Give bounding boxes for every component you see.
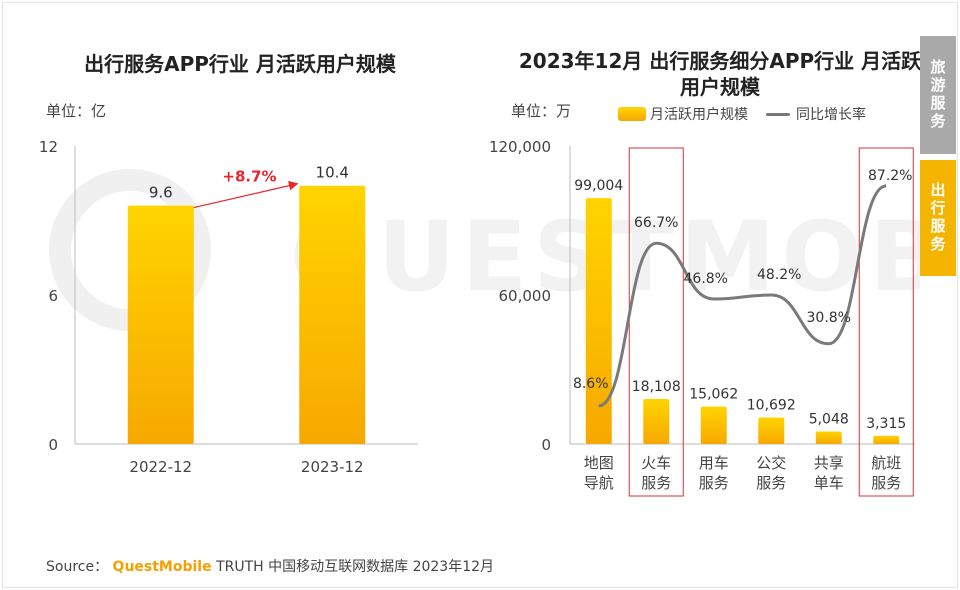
- bar-left: [127, 205, 194, 444]
- tab-transport-service[interactable]: 出行服务: [920, 160, 956, 276]
- chart-title-right: 2023年12月 出行服务细分APP行业 月活跃用户规模: [510, 48, 930, 100]
- x-tick-label-left: 2023-12: [301, 458, 364, 476]
- x-tick-label-right: 服务: [756, 474, 786, 492]
- y-tick-label-left: 6: [48, 287, 58, 305]
- x-tick-label-right: 地图: [584, 454, 614, 472]
- bar-right: [815, 431, 842, 444]
- y-tick-label-left: 0: [48, 436, 58, 454]
- growth-rate-label: 87.2%: [868, 168, 912, 184]
- x-tick-label-right: 用车: [699, 454, 729, 472]
- bar-right: [700, 406, 727, 444]
- growth-rate-label: 8.6%: [573, 376, 609, 392]
- x-tick-label-right: 服务: [699, 474, 729, 492]
- x-tick-label-right: 公交: [756, 454, 786, 472]
- bar-left: [299, 185, 366, 444]
- bar-right: [585, 198, 612, 444]
- source-brand: QuestMobile: [112, 559, 212, 575]
- bar-right: [873, 435, 900, 444]
- bar-value-label-right: 10,692: [747, 397, 796, 413]
- legend-bar-label: 月活跃用户规模: [650, 107, 748, 123]
- source-prefix: Source：: [46, 559, 109, 575]
- bar-value-label-right: 3,315: [866, 416, 906, 432]
- bar-value-label-right: 99,004: [574, 178, 623, 194]
- growth-rate-label: 48.2%: [757, 267, 801, 283]
- x-tick-label-right: 导航: [584, 474, 614, 492]
- y-tick-label-right: 0: [541, 436, 551, 454]
- growth-arrow: [193, 180, 299, 209]
- chart-title-right-text: 2023年12月 出行服务细分APP行业 月活跃用户规模: [518, 49, 922, 99]
- unit-label-left: 单位：亿: [46, 102, 107, 120]
- growth-rate-line: [598, 184, 887, 408]
- bar-value-label-right: 15,062: [689, 387, 738, 403]
- growth-rate-label: 66.7%: [634, 215, 678, 231]
- growth-rate-label: 30.8%: [807, 310, 851, 326]
- chart-title-left: 出行服务APP行业 月活跃用户规模: [84, 52, 396, 76]
- source-rest: TRUTH 中国移动互联网数据库 2023年12月: [216, 559, 495, 575]
- legend: 月活跃用户规模 同比增长率: [618, 104, 866, 124]
- bar-value-label-right: 5,048: [809, 411, 849, 427]
- x-tick-label-right: 共享: [814, 454, 844, 472]
- x-tick-label-right: 服务: [871, 474, 901, 492]
- growth-annotation: +8.7%: [222, 168, 276, 186]
- growth-rate-label: 46.8%: [684, 271, 728, 287]
- tab-travel-service[interactable]: 旅游服务: [920, 36, 956, 154]
- y-tick-label-right: 120,000: [489, 138, 551, 156]
- x-tick-label-right: 服务: [641, 474, 671, 492]
- x-tick-label-right: 火车: [641, 454, 671, 472]
- source-note: Source： QuestMobile TRUTH 中国移动互联网数据库 202…: [46, 556, 494, 576]
- bar-value-label-left: 10.4: [316, 164, 349, 182]
- bar-value-label-left: 9.6: [149, 184, 173, 202]
- y-tick-label-right: 60,000: [499, 287, 552, 305]
- x-tick-label-left: 2022-12: [129, 458, 192, 476]
- legend-line-label: 同比增长率: [796, 107, 866, 123]
- legend-bar-swatch: [618, 107, 646, 121]
- legend-line-swatch: [766, 112, 790, 116]
- x-tick-label-right: 航班: [871, 454, 901, 472]
- bar-right: [643, 399, 670, 444]
- bar-right: [758, 417, 785, 444]
- bar-value-label-right: 18,108: [632, 379, 681, 395]
- highlight-box: [858, 147, 914, 497]
- y-tick-label-left: 12: [39, 138, 58, 156]
- x-tick-label-right: 单车: [814, 474, 844, 492]
- unit-label-right: 单位：万: [511, 102, 572, 120]
